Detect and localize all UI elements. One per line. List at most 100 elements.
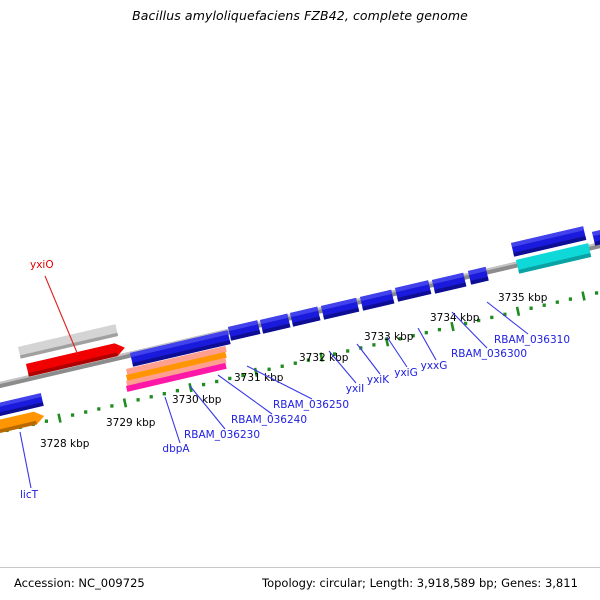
gene-highlight [511,226,585,248]
ruler-tick-major [188,382,193,393]
ruler-tick-minor [202,382,206,387]
gene-shadow [262,323,291,334]
ruler-labels: 3728 kbp 3729 kbp 3730 kbp 3731 kbp 3732 kbp… [40,292,548,450]
gene-shadow [230,330,261,341]
gene-shadow [397,290,432,302]
gene-feature[interactable] [260,313,291,334]
gene-feature[interactable] [126,362,227,392]
gene-label[interactable]: yxxG [421,360,448,372]
gene-label[interactable]: RBAM_036230 [184,429,260,441]
ruler-tick-minor [346,349,350,353]
gene-feature[interactable] [592,228,600,246]
gene-label[interactable]: yxiO [30,259,54,271]
gene-highlight [468,266,487,276]
gene-highlight [260,313,289,325]
ruler-tick-minor [398,337,402,341]
gene-feature[interactable] [126,357,227,386]
ruler-tick-minor [411,334,415,338]
gene-shadow [292,316,321,327]
ruler-tick-major [122,398,128,408]
ruler-tick-minor [359,346,363,350]
ruler-tick-minor [110,404,114,408]
gene-highlight [516,243,590,265]
gene-label[interactable]: RBAM_036250 [273,399,349,411]
ruler-tick-minor [477,318,481,323]
ruler-tick-major [581,291,586,301]
gene-highlight [26,343,116,368]
ruler-tick-minor [437,327,441,332]
gene-body[interactable] [126,357,227,386]
gene-label-leader [19,431,32,489]
gene-feature[interactable] [468,266,489,285]
ruler-label: 3729 kbp [106,417,156,429]
gene-feature[interactable] [432,272,467,294]
gene-feature[interactable] [321,297,360,320]
ruler-tick-minor [372,343,376,347]
ruler-label: 3735 kbp [498,292,548,304]
ruler-tick-minor [136,398,140,402]
gene-label-leader [217,374,273,415]
gene-feature[interactable] [126,345,227,375]
gene-label[interactable]: RBAM_036300 [451,348,527,360]
gene-feature[interactable] [126,351,227,381]
gene-shadow [132,340,231,367]
gene-shadow [434,282,467,294]
gene-label[interactable]: RBAM_036310 [494,334,570,346]
gene-feature[interactable] [511,226,587,257]
ruler-tick-minor [424,330,428,335]
gene-label[interactable]: yxiI [346,383,364,395]
gene-label-leader [486,301,529,335]
ruler-label: 3732 kbp [299,352,349,364]
ruler-tick-minor [175,388,179,393]
gene-feature[interactable] [0,393,44,417]
gene-highlight [432,272,465,285]
gene-feature[interactable] [0,410,46,434]
gene-highlight [130,330,229,358]
gene-body[interactable] [126,362,227,392]
gene-label-leader [246,365,313,400]
gene-body[interactable] [126,345,227,375]
ruler-tick-minor [464,321,468,326]
gene-label[interactable]: licT [20,489,39,501]
ruler-label: 3733 kbp [364,331,414,343]
gene-feature[interactable] [395,280,432,302]
ruler-tick-minor [241,373,245,378]
ruler-tick-minor [568,297,572,301]
gene-feature[interactable] [130,330,231,367]
ruler-tick-minor [555,300,559,304]
gene-feature[interactable] [26,341,126,377]
gene-feature[interactable] [516,243,592,274]
ruler-tick-minor [215,379,219,384]
gene-label[interactable]: yxiK [367,374,390,386]
ruler-tick-major [450,321,455,332]
gene-shadow [470,276,489,285]
status-summary: Topology: circular; Length: 3,918,589 bp… [262,576,578,590]
gene-highlight [0,393,42,408]
ruler-tick-major [515,306,521,316]
ruler-tick-minor [228,376,232,381]
gene-label[interactable]: dbpA [162,443,190,455]
gene-feature[interactable] [290,306,321,327]
ruler-tick-minor [306,358,310,362]
gene-label-leader [451,311,488,349]
gene-label-leader [417,327,437,361]
ruler-label: 3730 kbp [172,394,222,406]
gene-label-leader [189,385,226,430]
ruler-tick-minor [267,367,271,371]
ruler-tick-minor [490,315,494,320]
gene-shadow [323,307,360,320]
gene-shadow [0,420,37,434]
gene-body[interactable] [126,351,227,381]
gene-feature[interactable] [360,289,395,311]
gene-highlight [360,289,393,302]
gene-label-leader [328,350,357,384]
gene-feature[interactable] [18,324,119,359]
gene-label[interactable]: RBAM_036240 [231,414,307,426]
ruler-tick-minor [162,392,166,396]
gene-shadow [19,332,119,359]
gene-feature[interactable] [228,320,261,341]
gene-label[interactable]: yxiG [394,367,417,379]
gene-highlight [321,297,358,311]
ruler-tick-major [384,337,390,347]
